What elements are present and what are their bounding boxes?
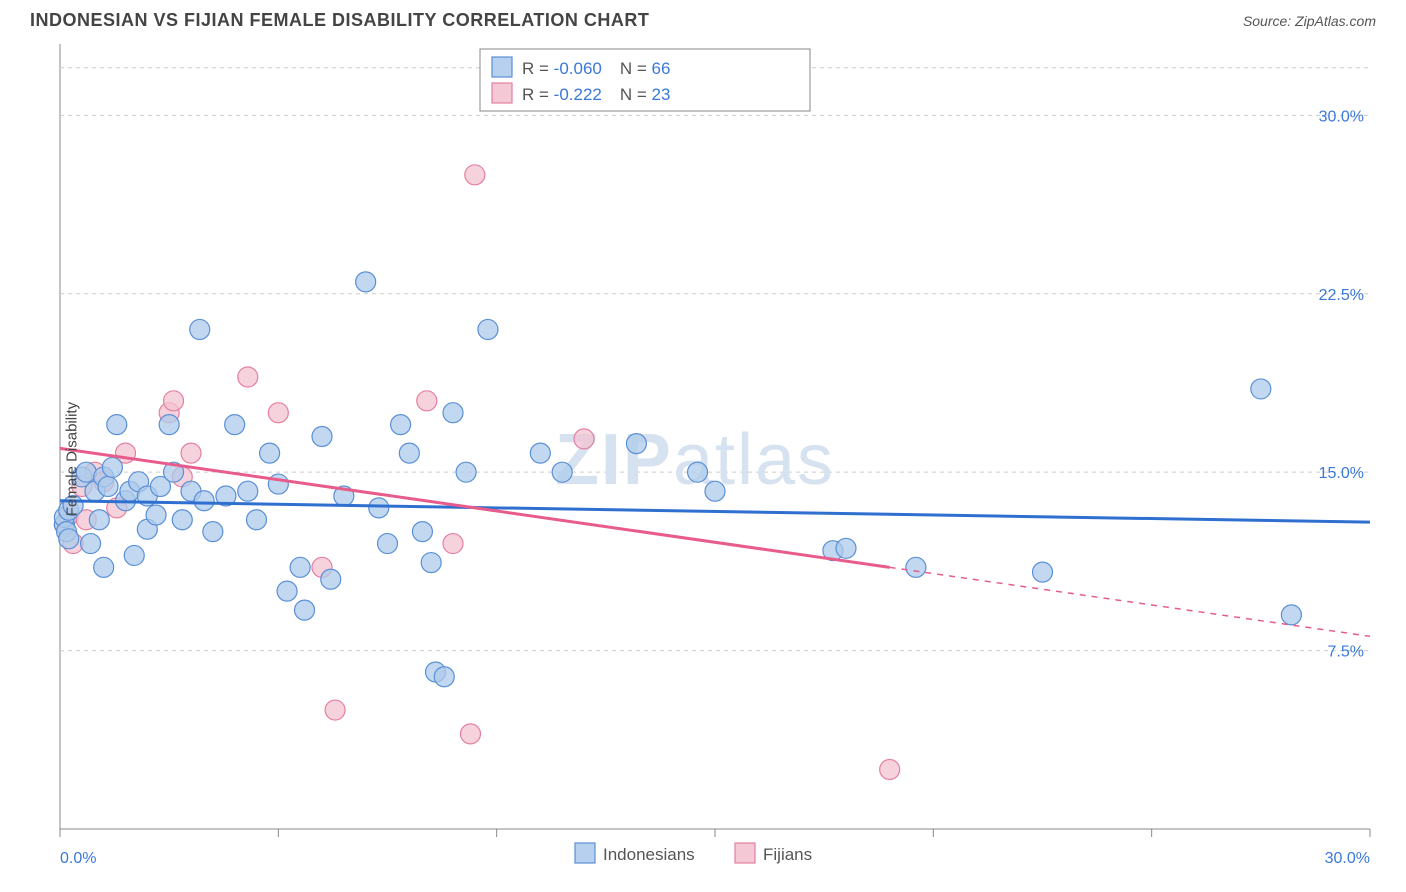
data-point	[107, 415, 127, 435]
legend-stat: R = -0.060N = 66	[522, 59, 670, 78]
y-axis-label: Female Disability	[64, 402, 81, 516]
data-point	[290, 557, 310, 577]
data-point	[268, 474, 288, 494]
data-point	[225, 415, 245, 435]
y-tick-label: 15.0%	[1319, 465, 1364, 482]
legend-stat: R = -0.222N = 23	[522, 85, 670, 104]
data-point	[574, 429, 594, 449]
data-point	[1033, 562, 1053, 582]
data-point	[1251, 379, 1271, 399]
data-point	[89, 510, 109, 530]
data-point	[312, 427, 332, 447]
data-point	[159, 415, 179, 435]
data-point	[378, 534, 398, 554]
data-point	[203, 522, 223, 542]
legend-swatch	[492, 57, 512, 77]
data-point	[1281, 605, 1301, 625]
data-point	[98, 476, 118, 496]
data-point	[443, 534, 463, 554]
data-point	[626, 434, 646, 454]
data-point	[238, 367, 258, 387]
data-point	[146, 505, 166, 525]
svg-text:ZIPatlas: ZIPatlas	[555, 420, 835, 500]
data-point	[190, 319, 210, 339]
data-point	[321, 569, 341, 589]
data-point	[238, 481, 258, 501]
data-point	[417, 391, 437, 411]
data-point	[552, 462, 572, 482]
data-point	[81, 534, 101, 554]
data-point	[277, 581, 297, 601]
data-point	[172, 510, 192, 530]
data-point	[94, 557, 114, 577]
data-point	[295, 600, 315, 620]
data-point	[836, 538, 856, 558]
data-point	[369, 498, 389, 518]
legend-swatch	[492, 83, 512, 103]
y-tick-label: 22.5%	[1319, 287, 1364, 304]
legend-label-fijians: Fijians	[763, 845, 812, 864]
data-point	[880, 760, 900, 780]
chart-title: INDONESIAN VS FIJIAN FEMALE DISABILITY C…	[30, 10, 649, 31]
y-tick-label: 30.0%	[1319, 108, 1364, 125]
data-point	[181, 443, 201, 463]
data-point	[164, 391, 184, 411]
data-point	[465, 165, 485, 185]
data-point	[194, 491, 214, 511]
x-tick-label: 30.0%	[1325, 850, 1370, 867]
data-point	[443, 403, 463, 423]
legend-swatch	[735, 843, 755, 863]
data-point	[356, 272, 376, 292]
x-tick-label: 0.0%	[60, 850, 96, 867]
data-point	[268, 403, 288, 423]
data-point	[530, 443, 550, 463]
y-tick-label: 7.5%	[1328, 644, 1364, 661]
legend-label-indonesians: Indonesians	[603, 845, 695, 864]
trend-line-fijians-dashed	[890, 567, 1370, 636]
data-point	[124, 545, 144, 565]
data-point	[478, 319, 498, 339]
data-point	[247, 510, 267, 530]
data-point	[412, 522, 432, 542]
data-point	[391, 415, 411, 435]
data-point	[705, 481, 725, 501]
data-point	[102, 457, 122, 477]
data-point	[325, 700, 345, 720]
data-point	[456, 462, 476, 482]
data-point	[434, 667, 454, 687]
data-point	[59, 529, 79, 549]
scatter-chart: ZIPatlas 7.5% 15.0% 22.5% 30.0% 0.0% 30.0% R = …	[50, 39, 1380, 879]
data-point	[399, 443, 419, 463]
data-point	[260, 443, 280, 463]
data-point	[688, 462, 708, 482]
data-point	[460, 724, 480, 744]
data-point	[906, 557, 926, 577]
legend-swatch	[575, 843, 595, 863]
data-point	[421, 553, 441, 573]
source-label: Source: ZipAtlas.com	[1243, 13, 1376, 29]
